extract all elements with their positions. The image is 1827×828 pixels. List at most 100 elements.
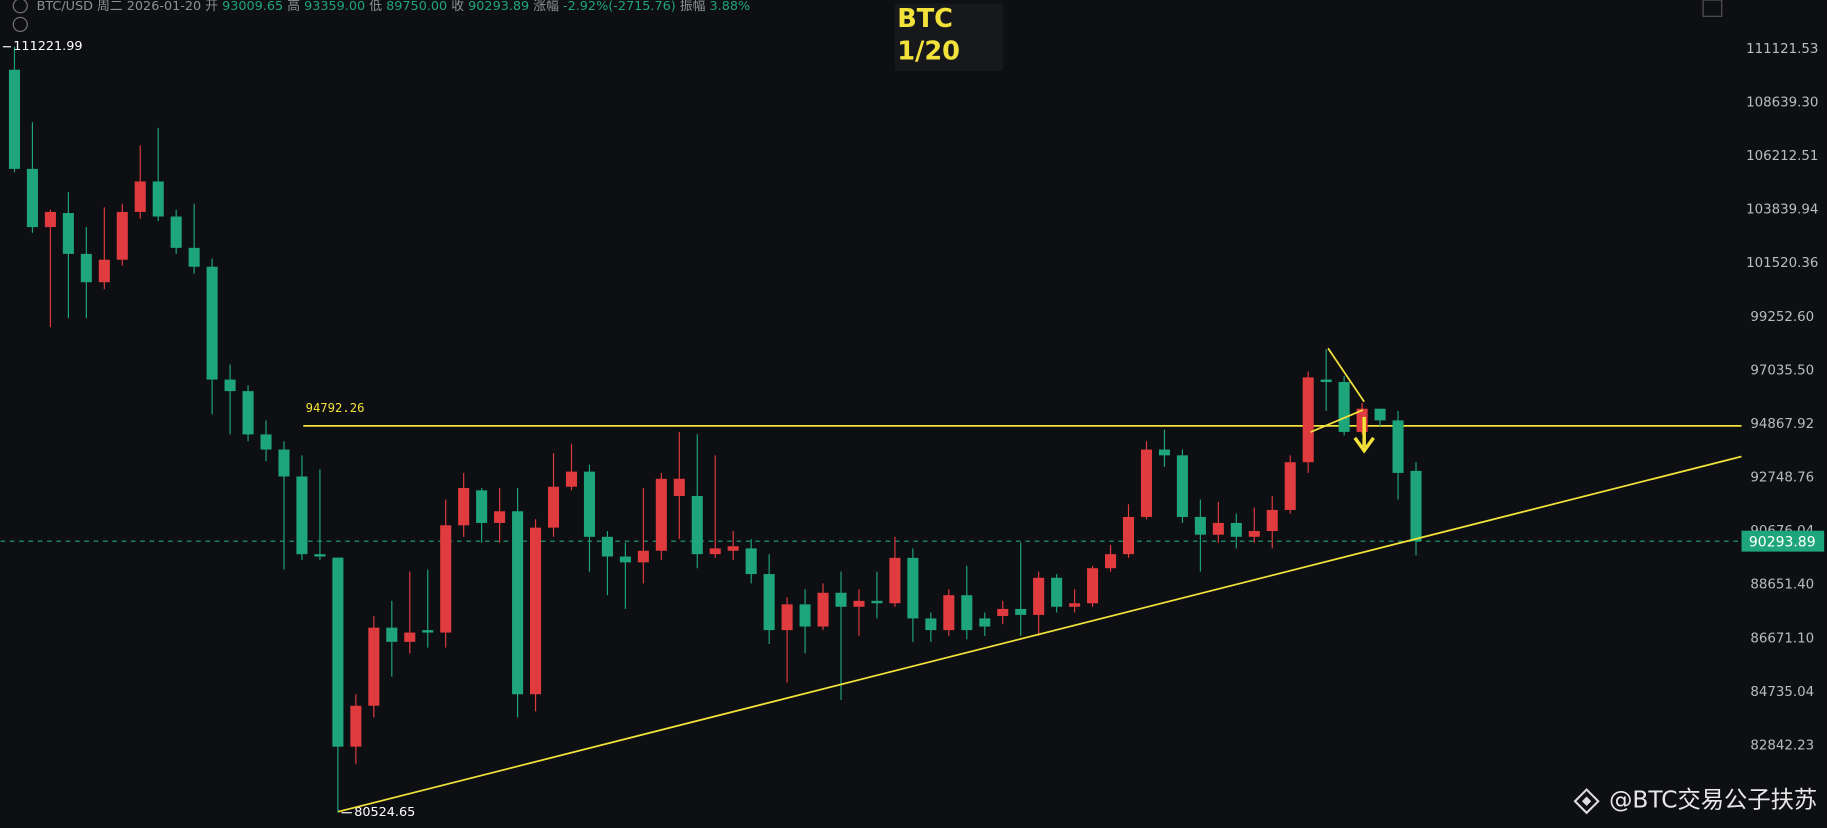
high-label: 111221.99 [13,39,82,54]
candle-body [116,211,128,260]
candle-body [350,705,362,747]
settings-icon[interactable] [1702,0,1723,17]
candle-body [368,627,380,706]
candle-body [224,379,236,392]
candle-body [242,391,254,435]
candle-body [1374,408,1386,421]
header-text: 开 [205,0,218,13]
last-price-label: 90293.89 [1749,534,1816,550]
y-tick-label: 101520.36 [1746,256,1818,271]
candle-body [601,536,613,557]
candle-body [134,181,146,212]
y-tick-label: 86671.10 [1750,631,1814,646]
candle-body [727,546,739,551]
watermark: @BTC交易公子扶苏 [1609,787,1817,814]
header-text: 周二 [97,0,123,13]
candle-body [422,630,434,633]
header-text: 低 [369,0,382,13]
candle-body [1158,449,1170,456]
candle-body [44,211,56,228]
candle-body [1194,516,1206,535]
candle-body [458,488,470,526]
header-text: 90293.89 [468,0,529,13]
candle-body [1230,522,1242,537]
y-tick-label: 99252.60 [1750,310,1814,325]
header-text: -2.92%(-2715.76) [563,0,676,13]
candle-body [673,478,685,496]
candle-body [1122,516,1135,555]
candle-body [260,434,272,450]
candle-body [8,69,20,169]
candle-body [691,495,703,555]
header-text: BTC/USD [37,0,94,13]
candle-body [1176,455,1188,517]
candle-body [979,618,991,627]
expand-icon[interactable] [12,16,28,33]
candle-body [583,471,595,537]
y-tick-label: 94867.92 [1750,417,1814,432]
candle-body [907,557,919,619]
candle-body [206,266,218,380]
candle-body [925,618,937,631]
y-tick-label: 103839.94 [1746,203,1818,218]
y-tick-label: 108639.30 [1746,95,1818,110]
candle-body [188,247,200,267]
header-text: 93009.65 [222,0,283,13]
header-text: 振幅 [680,0,706,13]
header-text: 2026-01-20 [127,0,201,13]
candle-body [1266,509,1278,532]
candle-body [547,486,560,528]
candle-body [565,471,578,487]
candle-body [476,490,488,523]
candle-body [494,511,506,523]
candle-body [62,213,74,254]
candle-body [745,548,757,575]
drawn-line [1327,347,1365,403]
level-label: 94792.26 [306,401,365,415]
candle-body [278,449,290,477]
candle-body [1212,522,1224,535]
trend-line [337,455,1742,813]
candle-body [817,592,829,627]
low-label: 80524.65 [354,805,415,820]
candle-body [637,550,649,563]
candle-body [1069,603,1081,607]
y-tick-label: 82842.23 [1750,738,1814,753]
note-text: BTC [897,4,953,34]
candle-body [1392,420,1404,473]
candle-body [655,478,667,551]
y-tick-label: 97035.50 [1750,363,1814,378]
collapse-icon[interactable] [12,0,28,14]
watermark-icon [1573,788,1600,815]
candle-body [80,253,92,283]
candle-body [781,604,793,631]
header-text: 收 [451,0,464,13]
candle-body [1087,568,1099,604]
candle-body [1248,531,1260,537]
candle-body [619,556,631,563]
candle-body [799,604,811,627]
candle-body [1410,470,1422,542]
y-tick-label: 88651.40 [1750,578,1814,593]
candle-body [170,216,182,248]
y-tick-label: 111121.53 [1746,42,1818,57]
candle-body [332,557,344,747]
candle-body [404,632,416,642]
candle-body [296,476,308,555]
candle-body [1356,408,1368,432]
y-tick-label: 106212.51 [1746,149,1818,164]
candle-body [386,627,398,642]
header-text: 89750.00 [386,0,447,13]
candle-body [26,168,38,228]
candle-body [512,511,524,695]
candle-body [98,259,110,283]
header: BTC/USD 周二 2026-01-20 开 93009.65 高 93359… [37,0,751,13]
candle-body [1015,608,1027,615]
y-tick-label: 84735.04 [1750,685,1814,700]
candle-body [1051,577,1063,607]
candle-body [763,574,775,631]
last-price-box [1741,530,1825,552]
note-text: 1/20 [897,36,960,66]
candle-body [1284,462,1296,510]
candle-body [709,548,721,555]
